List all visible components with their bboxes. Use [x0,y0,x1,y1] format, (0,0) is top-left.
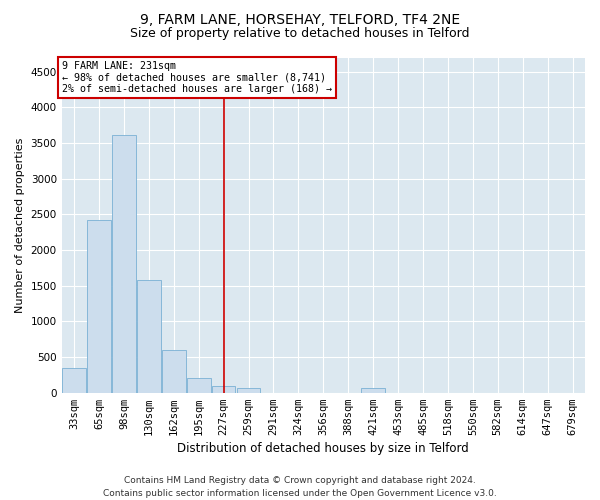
Text: Contains HM Land Registry data © Crown copyright and database right 2024.
Contai: Contains HM Land Registry data © Crown c… [103,476,497,498]
Bar [162,350,185,393]
Bar [112,134,136,392]
Text: 9 FARM LANE: 231sqm
← 98% of detached houses are smaller (8,741)
2% of semi-deta: 9 FARM LANE: 231sqm ← 98% of detached ho… [62,61,332,94]
Bar [62,368,86,392]
Bar [137,280,161,392]
Bar [237,388,260,392]
Bar [187,378,211,392]
Bar [361,388,385,392]
Bar [87,220,111,392]
Bar [212,386,235,392]
Text: Size of property relative to detached houses in Telford: Size of property relative to detached ho… [130,28,470,40]
X-axis label: Distribution of detached houses by size in Telford: Distribution of detached houses by size … [178,442,469,455]
Text: 9, FARM LANE, HORSEHAY, TELFORD, TF4 2NE: 9, FARM LANE, HORSEHAY, TELFORD, TF4 2NE [140,12,460,26]
Y-axis label: Number of detached properties: Number of detached properties [15,138,25,313]
